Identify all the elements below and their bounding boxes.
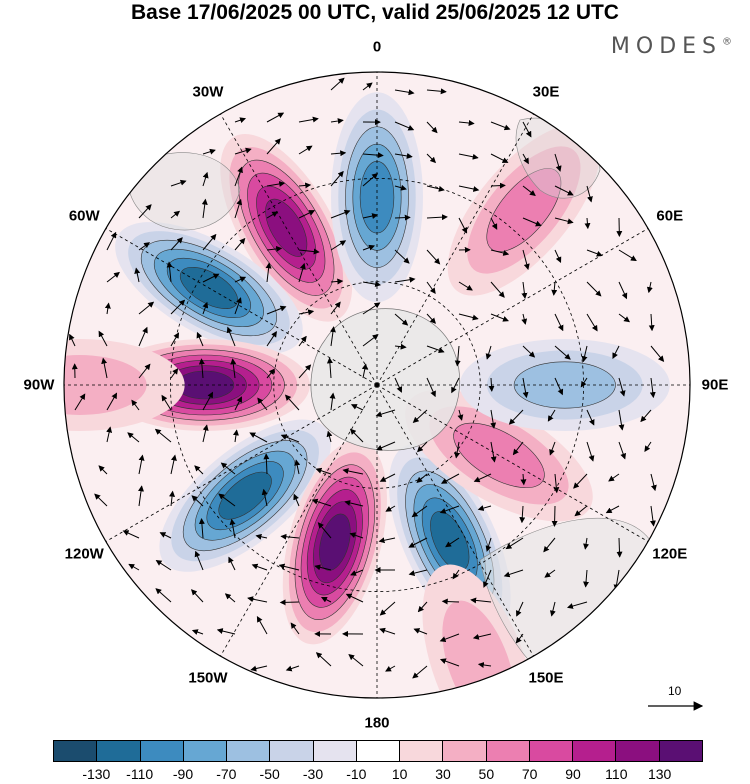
wind-arrow <box>554 506 555 526</box>
colorbar-tick-label: -70 <box>216 766 236 782</box>
north-pole-marker <box>375 383 380 388</box>
modes-logo: MODES® <box>611 34 732 59</box>
wind-arrow <box>491 185 505 186</box>
longitude-label: 30W <box>193 84 224 101</box>
wind-arrow <box>395 217 410 218</box>
colorbar-bin <box>357 741 400 761</box>
longitude-label: 120E <box>652 546 687 563</box>
colorbar-bin <box>184 741 227 761</box>
longitude-label: 120W <box>65 546 104 563</box>
colorbar-bin <box>530 741 573 761</box>
colorbar-tick-label: 50 <box>479 766 495 782</box>
page-title: Base 17/06/2025 00 UTC, valid 25/06/2025… <box>0 0 750 26</box>
colorbar-tick-label: 90 <box>565 766 581 782</box>
longitude-label: 150W <box>188 669 227 686</box>
colorbar-tick-label: -130 <box>82 766 110 782</box>
colorbar-bin <box>141 741 184 761</box>
longitude-label: 60W <box>69 207 100 224</box>
colorbar-bin <box>314 741 357 761</box>
colorbar-tick-label: -50 <box>260 766 280 782</box>
colorbar <box>53 740 703 762</box>
colorbar-bin <box>400 741 443 761</box>
wind-arrow <box>443 601 459 602</box>
colorbar-tick-label: 110 <box>605 766 627 782</box>
colorbar-bin <box>97 741 140 761</box>
colorbar-tick-label: -10 <box>346 766 366 782</box>
colorbar-tick-label: -90 <box>173 766 193 782</box>
longitude-label: 60E <box>656 207 683 224</box>
colorbar-bin <box>227 741 270 761</box>
colorbar-bin <box>660 741 702 761</box>
colorbar-tick-label: 10 <box>392 766 408 782</box>
colorbar-tick-label: 30 <box>435 766 451 782</box>
colorbar-bin <box>270 741 313 761</box>
wind-arrow <box>619 538 620 557</box>
colorbar-tick-label: 130 <box>648 766 671 782</box>
colorbar-bin <box>443 741 486 761</box>
longitude-label: 30E <box>533 84 560 101</box>
colorbar-ticks: -130 -110 -90 -70 -50 -30 -10 10 30 50 70 90 110 130 <box>53 766 703 784</box>
vector-reference: 10 <box>646 684 706 714</box>
colorbar-bin <box>573 741 616 761</box>
longitude-label: 150E <box>528 669 563 686</box>
longitude-label: 180 <box>364 715 389 732</box>
longitude-label: 90E <box>702 377 729 394</box>
polar-map <box>0 0 750 735</box>
colorbar-bin <box>54 741 97 761</box>
colorbar-bin <box>487 741 530 761</box>
longitude-label: 90W <box>24 377 55 394</box>
colorbar-bin <box>616 741 659 761</box>
longitude-label: 0 <box>373 38 381 55</box>
colorbar-tick-label: 70 <box>522 766 538 782</box>
colorbar-tick-label: -30 <box>303 766 323 782</box>
colorbar-tick-label: -110 <box>126 766 153 782</box>
